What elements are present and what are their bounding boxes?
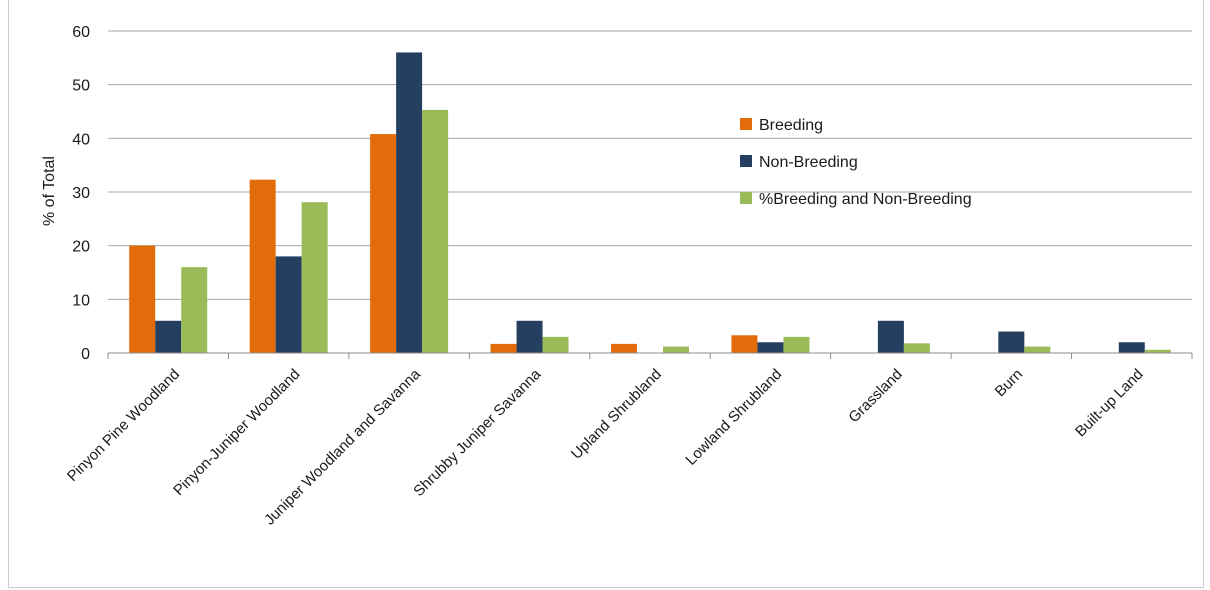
y-tick-label: 40 [72,131,90,148]
y-axis-ticks: 0 10 20 30 40 50 60 [72,24,90,363]
bar-breeding-and-non-breeding [422,109,449,353]
x-category-label: Shrubby Juniper Savanna [410,365,545,500]
bar-breeding-and-non-breeding [903,343,930,353]
y-tick-label: 30 [72,185,90,202]
bar-breeding-and-non-breeding [663,346,689,353]
y-tick-label: 50 [72,78,90,95]
x-category-label: Upland Shrubland [568,366,665,463]
legend-swatch [740,192,752,204]
bar-non-breeding [155,320,182,353]
y-tick-label: 10 [72,292,90,309]
chart-frame [8,0,1204,588]
bar-breeding [249,179,276,353]
x-category-label: Pinyon-Juniper Woodland [170,366,303,499]
x-category-label: Grassland [845,366,905,426]
y-tick-label: 0 [81,346,90,363]
bar-breeding-and-non-breeding [301,202,328,353]
y-axis-title: % of Total [41,156,58,226]
bar-non-breeding [275,256,302,353]
bar-non-breeding [1118,342,1145,353]
bar-non-breeding [516,320,543,353]
bar-breeding-and-non-breeding [1144,349,1171,353]
bar-breeding-and-non-breeding [181,267,208,353]
bar-breeding [611,343,637,353]
bar-breeding [490,343,517,353]
bars [129,52,1171,353]
bar-breeding-and-non-breeding [783,336,810,353]
x-category-label: Burn [992,366,1026,400]
x-category-label: Pinyon Pine Woodland [64,366,183,485]
x-category-label: Lowland Shrubland [682,366,785,469]
bar-non-breeding [396,52,423,353]
x-category-label: Built-up Land [1072,366,1147,441]
legend: Breeding Non-Breeding %Breeding and Non-Br… [740,117,972,208]
bar-breeding [731,335,758,353]
bar-breeding-and-non-breeding [542,336,569,353]
bar-breeding [370,134,397,353]
bar-breeding-and-non-breeding [1024,346,1051,353]
bar-non-breeding [998,331,1025,353]
bar-non-breeding [757,342,784,353]
y-tick-label: 20 [72,239,90,256]
y-tick-label: 60 [72,24,90,41]
legend-swatch [740,155,752,167]
legend-label: Breeding [759,117,823,134]
legend-swatch [740,118,752,130]
bar-non-breeding [877,320,904,353]
bar-breeding [129,245,156,353]
legend-label: Non-Breeding [759,154,858,171]
legend-label: %Breeding and Non-Breeding [759,191,972,208]
